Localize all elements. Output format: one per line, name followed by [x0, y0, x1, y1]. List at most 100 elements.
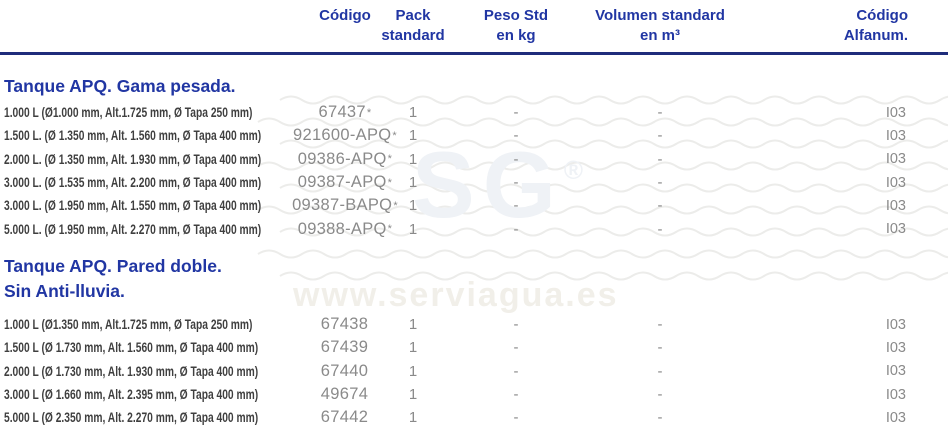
product-code: 09387-BAPQ * [292, 196, 398, 215]
volumen-standard-value: - [657, 150, 663, 168]
table-row: 2.000 L (Ø 1.730 mm, Alt. 1.930 mm, Ø Ta… [0, 360, 948, 383]
codigo-alfanum-value: I03 [885, 316, 906, 333]
codigo-alfanum-value: I03 [885, 409, 906, 426]
product-description: 5.000 L. (Ø 1.950 mm, Alt. 2.270 mm, Ø T… [4, 221, 262, 237]
table-row: 5.000 L (Ø 2.350 mm, Alt. 2.270 mm, Ø Ta… [0, 406, 948, 429]
product-description: 1.500 L (Ø 1.730 mm, Alt. 1.560 mm, Ø Ta… [4, 340, 259, 356]
product-description: 2.000 L (Ø 1.730 mm, Alt. 1.930 mm, Ø Ta… [4, 363, 259, 379]
section-title-gama-pesada: Tanque APQ. Gama pesada. [4, 76, 236, 96]
table-row: 1.500 L (Ø 1.730 mm, Alt. 1.560 mm, Ø Ta… [0, 336, 948, 359]
table-row: 1.000 L (Ø1.350 mm, Alt.1.725 mm, Ø Tapa… [0, 313, 948, 336]
table-row: 1.000 L (Ø1.000 mm, Alt.1.725 mm, Ø Tapa… [0, 101, 948, 124]
product-code: 67437 * [318, 103, 372, 122]
codigo-alfanum-value: I03 [885, 339, 906, 356]
product-description: 1.000 L (Ø1.350 mm, Alt.1.725 mm, Ø Tapa… [4, 317, 253, 333]
asterisk-mark: * [393, 199, 398, 212]
product-code: 49674 [320, 385, 369, 404]
peso-std-value: - [513, 197, 519, 215]
pack-standard-value: 1 [408, 220, 418, 238]
pack-standard-value: 1 [408, 174, 418, 192]
pack-standard-value: 1 [408, 150, 418, 168]
peso-std-value: - [513, 409, 519, 427]
product-description: 5.000 L (Ø 2.350 mm, Alt. 2.270 mm, Ø Ta… [4, 410, 259, 426]
product-code: 921600-APQ * [293, 126, 397, 145]
product-code: 09387-APQ * [297, 173, 393, 192]
header-spacer [0, 6, 292, 46]
col-header-line: en m³ [639, 27, 680, 44]
peso-std-value: - [513, 220, 519, 238]
col-header-volumen: Volumen standard en m³ [595, 6, 725, 46]
codigo-alfanum-value: I03 [885, 363, 906, 380]
col-header-pack-standard: Pack standard [381, 6, 444, 46]
pack-standard-value: 1 [408, 104, 418, 122]
col-header-line: Peso Std [483, 7, 549, 24]
table-row: 3.000 L. (Ø 1.950 mm, Alt. 1.550 mm, Ø T… [0, 194, 948, 217]
section-title-line: Tanque APQ. Pared doble. [4, 256, 222, 276]
section-title-line: Sin Anti-lluvia. [4, 281, 125, 301]
product-description: 1.000 L (Ø1.000 mm, Alt.1.725 mm, Ø Tapa… [4, 105, 253, 121]
col-header-line: Alfanum. [843, 27, 908, 44]
col-header-line: Volumen standard [595, 7, 725, 24]
volumen-standard-value: - [657, 316, 663, 334]
pack-standard-value: 1 [408, 316, 418, 334]
asterisk-mark: * [387, 223, 393, 236]
codigo-alfanum-value: I03 [885, 174, 906, 191]
table-row: 1.500 L. (Ø 1.350 mm, Alt. 1.560 mm, Ø T… [0, 124, 948, 147]
product-code: 09388-APQ * [297, 219, 393, 238]
col-header-line: Pack [395, 7, 431, 24]
product-description: 1.500 L. (Ø 1.350 mm, Alt. 1.560 mm, Ø T… [4, 128, 262, 144]
peso-std-value: - [513, 104, 519, 122]
codigo-alfanum-value: I03 [885, 221, 906, 238]
volumen-standard-value: - [657, 220, 663, 238]
codigo-alfanum-value: I03 [885, 197, 906, 214]
volumen-standard-value: - [657, 386, 663, 404]
col-header-line: standard [381, 27, 445, 44]
pack-standard-value: 1 [408, 197, 418, 215]
peso-std-value: - [513, 386, 519, 404]
product-code: 09386-APQ * [297, 149, 393, 168]
asterisk-mark: * [366, 106, 372, 119]
peso-std-value: - [513, 174, 519, 192]
header-filler [716, 6, 818, 46]
codigo-alfanum-value: I03 [885, 151, 906, 168]
asterisk-mark: * [387, 153, 393, 166]
product-description: 3.000 L. (Ø 1.535 mm, Alt. 2.200 mm, Ø T… [4, 175, 262, 191]
col-header-line: Código [319, 7, 371, 24]
asterisk-mark: * [387, 176, 393, 189]
pack-standard-value: 1 [408, 127, 418, 145]
col-header-peso-std: Peso Std en kg [428, 6, 604, 46]
section-1-rows: 1.000 L (Ø1.000 mm, Alt.1.725 mm, Ø Tapa… [0, 101, 948, 241]
volumen-standard-value: - [657, 362, 663, 380]
peso-std-value: - [513, 127, 519, 145]
table-row: 3.000 L. (Ø 1.535 mm, Alt. 2.200 mm, Ø T… [0, 171, 948, 194]
col-header-codigo-alfanum: Código Alfanum. [818, 6, 948, 46]
volumen-standard-value: - [657, 127, 663, 145]
peso-std-value: - [513, 316, 519, 334]
table-row: 5.000 L. (Ø 1.950 mm, Alt. 2.270 mm, Ø T… [0, 217, 948, 240]
pack-standard-value: 1 [408, 362, 418, 380]
col-header-line: Código [856, 7, 908, 24]
product-code: 67439 [320, 338, 369, 357]
col-header-line: en kg [496, 27, 536, 44]
codigo-alfanum-value: I03 [885, 127, 906, 144]
pack-standard-value: 1 [408, 386, 418, 404]
table-row: 2.000 L. (Ø 1.350 mm, Alt. 1.930 mm, Ø T… [0, 148, 948, 171]
watermark-url: www.serviagua.es [293, 276, 619, 314]
table-row: 3.000 L (Ø 1.660 mm, Alt. 2.395 mm, Ø Ta… [0, 383, 948, 406]
product-code: 67442 [320, 408, 369, 427]
section-title-pared-doble: Tanque APQ. Pared doble. Sin Anti-lluvia… [4, 254, 222, 304]
product-code: 67440 [320, 361, 369, 380]
codigo-alfanum-value: I03 [885, 386, 906, 403]
peso-std-value: - [513, 150, 519, 168]
col-header-codigo: Código [292, 6, 398, 46]
product-code: 67438 [320, 315, 369, 334]
pack-standard-value: 1 [408, 339, 418, 357]
product-description: 3.000 L. (Ø 1.950 mm, Alt. 1.550 mm, Ø T… [4, 198, 262, 214]
asterisk-mark: * [392, 129, 397, 142]
peso-std-value: - [513, 362, 519, 380]
section-2-rows: 1.000 L (Ø1.350 mm, Alt.1.725 mm, Ø Tapa… [0, 313, 948, 429]
codigo-alfanum-value: I03 [885, 104, 906, 121]
volumen-standard-value: - [657, 409, 663, 427]
product-description: 3.000 L (Ø 1.660 mm, Alt. 2.395 mm, Ø Ta… [4, 387, 259, 403]
product-description: 2.000 L. (Ø 1.350 mm, Alt. 1.930 mm, Ø T… [4, 151, 262, 167]
